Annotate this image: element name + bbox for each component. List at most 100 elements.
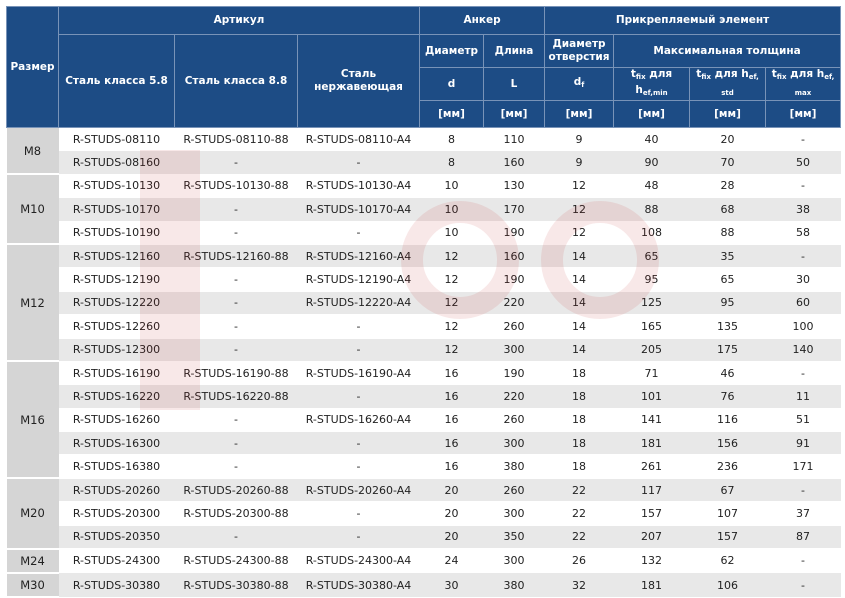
article-steel88-cell: -	[174, 408, 298, 433]
tfix-std-cell: 35	[689, 244, 766, 269]
article-steel88-cell: -	[174, 338, 298, 362]
anchor-diameter-cell: 8	[419, 127, 484, 152]
anchor-length-cell: 190	[483, 267, 545, 292]
header-tfix-std: tfix для hef, std	[689, 67, 767, 101]
tfix-min-cell: 117	[613, 478, 690, 503]
tfix-min-cell: 101	[613, 384, 690, 409]
article-steel58-cell: R-STUDS-16260	[58, 408, 175, 433]
anchor-length-cell: 190	[483, 361, 545, 386]
header-length: Длина	[483, 34, 546, 68]
hole-diameter-cell: 14	[544, 314, 614, 339]
header-symbol-d: d	[419, 67, 485, 101]
article-steel58-cell: R-STUDS-12300	[58, 338, 175, 362]
article-steel88-cell: -	[174, 291, 298, 316]
article-steel88-cell: R-STUDS-10130-88	[174, 174, 298, 199]
header-unit-tmax: [мм]	[765, 100, 842, 128]
article-steel58-cell: R-STUDS-30380	[58, 572, 175, 598]
article-stainless-cell: R-STUDS-24300-A4	[297, 548, 420, 574]
table-row: R-STUDS-16300- -16 300 18 181 156 91	[7, 431, 841, 456]
table-row: R-STUDS-16260- R-STUDS-16260-A4 16 260 18 141…	[7, 408, 841, 433]
hole-diameter-cell: 18	[544, 384, 614, 409]
tfix-max-cell: 37	[765, 501, 841, 526]
anchor-length-cell: 380	[483, 454, 545, 479]
article-steel88-cell: R-STUDS-16190-88	[174, 361, 298, 386]
tfix-max-cell: 91	[765, 431, 841, 456]
tfix-max-cell: 30	[765, 267, 841, 292]
article-stainless-cell: R-STUDS-16190-A4	[297, 361, 420, 386]
article-stainless-cell: R-STUDS-08110-A4	[297, 127, 420, 152]
tfix-max-cell: -	[765, 548, 841, 574]
anchor-length-cell: 380	[483, 572, 545, 598]
article-steel88-cell: R-STUDS-24300-88	[174, 548, 298, 574]
tfix-min-cell: 165	[613, 314, 690, 339]
anchor-length-cell: 170	[483, 197, 545, 222]
size-cell: M16	[6, 361, 59, 480]
hole-diameter-cell: 12	[544, 221, 614, 245]
table-row: R-STUDS-08160- -8 160 9 90 70 50	[7, 150, 841, 175]
article-steel58-cell: R-STUDS-12160	[58, 244, 175, 269]
tfix-std-cell: 68	[689, 197, 766, 222]
header-unit-tmin: [мм]	[613, 100, 691, 128]
table-row: R-STUDS-10190- -10 190 12 108 88 58	[7, 221, 841, 245]
table-row: R-STUDS-12300- -12 300 14 205 175 140	[7, 338, 841, 362]
article-steel58-cell: R-STUDS-16380	[58, 454, 175, 479]
tfix-min-cell: 90	[613, 150, 690, 175]
table-row: R-STUDS-20350- -20 350 22 207 157 87	[7, 525, 841, 550]
article-stainless-cell: R-STUDS-10130-A4	[297, 174, 420, 199]
spec-table: Размер Артикул Анкер Прикрепляемый элеме…	[6, 6, 842, 598]
header-anchor: Анкер	[419, 6, 546, 35]
tfix-std-cell: 67	[689, 478, 766, 503]
tfix-max-cell: -	[765, 174, 841, 199]
tfix-std-cell: 65	[689, 267, 766, 292]
article-stainless-cell: R-STUDS-30380-A4	[297, 572, 420, 598]
table-row: R-STUDS-12190- R-STUDS-12190-A4 12 190 14 95 6…	[7, 267, 841, 292]
anchor-diameter-cell: 16	[419, 361, 484, 386]
tfix-std-cell: 62	[689, 548, 766, 574]
article-stainless-cell: -	[297, 384, 420, 409]
table-row: R-STUDS-20300 R-STUDS-20300-88-20 300 22 157…	[7, 501, 841, 526]
hole-diameter-cell: 22	[544, 501, 614, 526]
tfix-std-cell: 70	[689, 150, 766, 175]
header-hole-diameter: Диаметр отверстия	[544, 34, 615, 68]
article-steel58-cell: R-STUDS-16300	[58, 431, 175, 456]
hole-diameter-cell: 9	[544, 150, 614, 175]
hole-diameter-cell: 14	[544, 338, 614, 362]
tfix-std-cell: 20	[689, 127, 766, 152]
anchor-diameter-cell: 10	[419, 197, 484, 222]
size-cell: M30	[6, 572, 59, 598]
article-steel58-cell: R-STUDS-24300	[58, 548, 175, 574]
header-max-thickness: Максимальная толщина	[613, 34, 842, 68]
tfix-max-cell: -	[765, 572, 841, 598]
article-stainless-cell: R-STUDS-16260-A4	[297, 408, 420, 433]
article-steel88-cell: -	[174, 221, 298, 245]
anchor-length-cell: 300	[483, 431, 545, 456]
tfix-min-cell: 65	[613, 244, 690, 269]
tfix-min-cell: 157	[613, 501, 690, 526]
spec-table-container: Размер Артикул Анкер Прикрепляемый элеме…	[6, 6, 842, 598]
article-stainless-cell: -	[297, 525, 420, 550]
tfix-max-cell: 38	[765, 197, 841, 222]
anchor-length-cell: 160	[483, 244, 545, 269]
article-stainless-cell: -	[297, 338, 420, 362]
tfix-max-cell: -	[765, 361, 841, 386]
table-row: R-STUDS-16220 R-STUDS-16220-88-16 220 18 101…	[7, 384, 841, 409]
tfix-max-cell: 50	[765, 150, 841, 175]
anchor-diameter-cell: 16	[419, 454, 484, 479]
header-unit-d: [мм]	[419, 100, 485, 128]
article-stainless-cell: -	[297, 454, 420, 479]
anchor-diameter-cell: 20	[419, 525, 484, 550]
anchor-length-cell: 220	[483, 291, 545, 316]
article-stainless-cell: R-STUDS-10170-A4	[297, 197, 420, 222]
anchor-length-cell: 260	[483, 314, 545, 339]
tfix-min-cell: 141	[613, 408, 690, 433]
size-cell: M10	[6, 174, 59, 246]
article-steel58-cell: R-STUDS-10130	[58, 174, 175, 199]
table-row: R-STUDS-12260- -12 260 14 165 135 100	[7, 314, 841, 339]
article-steel58-cell: R-STUDS-20350	[58, 525, 175, 550]
table-row: M24 R-STUDS-24300 R-STUDS-24300-88 R-STUDS-…	[6, 548, 841, 574]
article-steel88-cell: R-STUDS-20260-88	[174, 478, 298, 503]
article-steel88-cell: R-STUDS-16220-88	[174, 384, 298, 409]
tfix-std-cell: 88	[689, 221, 766, 245]
tfix-max-cell: -	[765, 244, 841, 269]
tfix-std-cell: 175	[689, 338, 766, 362]
